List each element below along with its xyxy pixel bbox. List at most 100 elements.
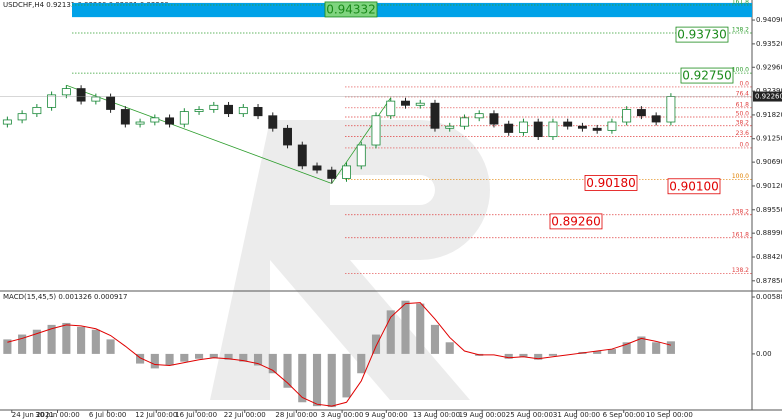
price-label: 0.94332	[326, 2, 376, 16]
price-label: 0.89260	[551, 214, 601, 228]
fib-label: 138.2	[732, 208, 749, 215]
price-label: 0.93730	[677, 28, 727, 42]
candle-body	[194, 109, 204, 112]
macd-bar	[342, 353, 351, 398]
candle-body	[474, 113, 484, 119]
candle-body	[297, 144, 307, 167]
macd-bar	[224, 353, 233, 360]
x-tick-label: 30 Jun 00:00	[35, 411, 79, 419]
macd-bar	[312, 353, 322, 407]
candle-body	[622, 109, 632, 123]
candle-body	[268, 115, 278, 129]
macd-bar	[534, 353, 543, 360]
candle-body	[607, 121, 617, 131]
price-label: 0.90180	[586, 176, 636, 190]
fib-label: 38.2	[736, 119, 750, 126]
x-tick-label: 9 Aug 00:00	[365, 411, 408, 419]
candle-body	[150, 117, 160, 123]
candle-body	[460, 117, 469, 127]
candle-body	[401, 100, 410, 106]
macd-signal	[7, 302, 672, 407]
candle-body	[238, 106, 248, 115]
candle-body	[312, 165, 322, 171]
fib-label: 0.0	[739, 80, 749, 87]
x-tick-label: 13 Aug 00:00	[413, 411, 460, 419]
macd-bar	[327, 353, 336, 408]
candle-body	[386, 100, 396, 117]
price-label: 0.90100	[669, 179, 719, 193]
fib-label: 23.6	[736, 130, 750, 137]
x-tick-label: 22 Jul 00:00	[224, 411, 266, 419]
candle-body	[135, 121, 145, 125]
x-tick-label: 10 Sep 00:00	[646, 411, 693, 419]
candle-body	[327, 169, 337, 179]
candle-body	[224, 104, 234, 115]
candle-body	[106, 96, 116, 110]
x-tick-label: 12 Jul 00:00	[135, 411, 177, 419]
macd-bar	[652, 342, 661, 354]
candle-body	[489, 113, 499, 125]
candle-body	[371, 115, 381, 146]
price-label-box	[680, 67, 734, 84]
macd-bar	[607, 349, 616, 354]
price-label-box	[324, 1, 378, 18]
macd-y-tick-label: 0.00	[756, 350, 772, 358]
fib-label: 76.4	[736, 90, 750, 97]
x-tick-label: 31 Aug 00:00	[553, 411, 600, 419]
macd-bar	[298, 353, 307, 403]
fib-label: 161.8	[732, 231, 749, 238]
macd-bar	[150, 353, 159, 369]
candle-body	[563, 121, 573, 127]
watermark	[210, 120, 490, 400]
macd-bar	[18, 334, 27, 354]
macd-bar	[77, 326, 86, 354]
trend-line	[331, 97, 392, 184]
macd-bar	[180, 353, 189, 362]
candle-body	[209, 104, 219, 110]
macd-bar	[430, 324, 440, 354]
candle-body	[592, 127, 602, 131]
macd-bar	[253, 353, 263, 366]
macd-bar	[622, 342, 631, 354]
macd-y-tick-label: 0.005882	[756, 293, 782, 301]
macd-bar	[548, 353, 557, 356]
fib-label: 100.0	[732, 173, 749, 180]
x-tick-label: 28 Jul 00:00	[275, 411, 317, 419]
candle-body	[577, 125, 587, 129]
macd-bar	[47, 324, 56, 354]
x-tick-label: 25 Aug 00:00	[506, 411, 553, 419]
last-price-box	[753, 91, 782, 102]
macd-bar	[357, 353, 366, 374]
candle-body	[356, 144, 366, 167]
macd-bar	[637, 336, 646, 354]
macd-bar	[445, 342, 454, 354]
macd-bar	[239, 353, 248, 362]
macd-bar	[268, 353, 277, 374]
candle-body	[120, 109, 130, 125]
candle-body	[548, 121, 558, 138]
watermark-logo	[210, 120, 490, 400]
fib-label: 50.0	[736, 111, 750, 118]
fib-label: 0.0	[739, 141, 749, 148]
candle-body	[61, 88, 71, 96]
macd-bar	[106, 339, 115, 354]
target-zone	[72, 2, 752, 18]
macd-bar	[195, 353, 204, 359]
candle-body	[636, 109, 646, 117]
price-label-box	[584, 175, 638, 191]
fib-label: 161.8	[732, 0, 749, 6]
macd-title: MACD(15,45,5) 0.001326 0.000917	[3, 293, 127, 301]
price-label: 0.92750	[682, 69, 732, 83]
candle-body	[2, 119, 12, 125]
candle-body	[445, 125, 455, 129]
macd-bar	[504, 353, 513, 359]
macd-bar	[371, 334, 381, 354]
candle-body	[504, 123, 514, 133]
